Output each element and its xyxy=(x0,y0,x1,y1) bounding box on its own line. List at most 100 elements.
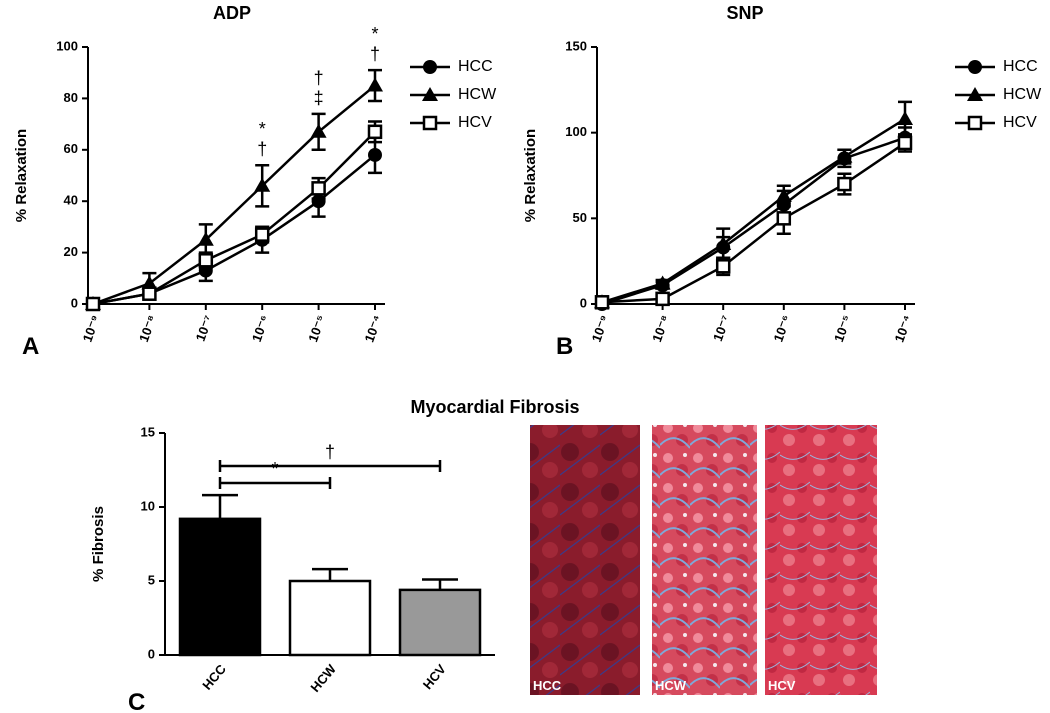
marker xyxy=(422,115,438,131)
annotation: † xyxy=(370,44,380,64)
panel-letter: A xyxy=(22,333,39,360)
histology-image xyxy=(765,425,877,695)
marker xyxy=(715,259,731,274)
series-line xyxy=(601,136,906,306)
bar xyxy=(178,517,262,657)
panel-letter: B xyxy=(556,333,573,360)
legend-label: HCW xyxy=(1003,86,1042,103)
marker xyxy=(654,275,671,290)
marker xyxy=(594,295,610,310)
x-tick-label: HCV xyxy=(420,661,449,692)
marker xyxy=(968,60,982,74)
comparison-bracket xyxy=(218,460,442,472)
marker xyxy=(715,236,732,251)
error-bar xyxy=(312,567,348,581)
series-line xyxy=(601,117,906,304)
marker xyxy=(967,115,983,131)
panel-letter: C xyxy=(128,689,145,713)
x-tick-label: 10⁻⁴ xyxy=(891,313,915,344)
marker xyxy=(837,176,852,192)
marker xyxy=(368,147,382,162)
annotation: * xyxy=(259,119,266,139)
x-tick-label: 10⁻⁶ xyxy=(249,313,272,344)
marker xyxy=(141,275,158,290)
x-tick-label: 10⁻⁵ xyxy=(831,313,854,344)
legend-label: HCV xyxy=(458,114,492,131)
histology-image xyxy=(530,425,640,695)
y-tick-label: 150 xyxy=(565,38,587,53)
y-tick-label: 20 xyxy=(64,244,78,259)
x-tick-label: 10⁻⁷ xyxy=(710,313,733,343)
legend-label: HCC xyxy=(1003,58,1038,75)
x-tick-label: 10⁻⁶ xyxy=(770,313,793,344)
y-axis-label: % Relaxation xyxy=(522,129,539,222)
y-axis-label: % Fibrosis xyxy=(90,506,107,582)
x-tick-label: HCW xyxy=(307,661,339,695)
marker xyxy=(367,124,383,140)
comparison-label: † xyxy=(325,442,335,462)
x-tick-label: 10⁻⁹ xyxy=(80,313,104,344)
marker xyxy=(897,110,913,125)
y-tick-label: 15 xyxy=(141,424,155,439)
x-tick-label: 10⁻⁴ xyxy=(361,313,385,344)
y-tick-label: 40 xyxy=(64,193,78,208)
marker xyxy=(836,148,853,163)
y-tick-label: 10 xyxy=(141,498,155,513)
x-tick-label: 10⁻⁷ xyxy=(193,313,216,343)
y-tick-label: 50 xyxy=(573,210,587,225)
chart-title: ADP xyxy=(213,3,251,23)
marker xyxy=(254,177,271,192)
error-bar xyxy=(202,493,238,519)
marker xyxy=(85,296,101,312)
marker xyxy=(310,123,327,138)
comparison-bracket xyxy=(218,477,332,489)
marker xyxy=(423,60,437,74)
series-line xyxy=(92,153,376,306)
annotation: † xyxy=(257,139,267,159)
marker xyxy=(367,77,383,92)
image-label: HCW xyxy=(655,678,687,693)
marker xyxy=(311,181,326,196)
y-tick-label: 60 xyxy=(64,141,78,156)
y-tick-label: 0 xyxy=(71,295,78,310)
chart-title: SNP xyxy=(726,3,763,23)
legend-label: HCV xyxy=(1003,114,1037,131)
histology-image xyxy=(652,425,757,695)
marker xyxy=(198,253,214,268)
annotation: ‡ xyxy=(314,88,324,108)
y-tick-label: 100 xyxy=(56,38,78,53)
x-tick-label: 10⁻⁵ xyxy=(305,313,328,344)
error-bar xyxy=(422,578,458,590)
bar xyxy=(288,579,372,657)
y-tick-label: 0 xyxy=(580,295,587,310)
y-tick-label: 0 xyxy=(148,646,155,661)
chart-title: Myocardial Fibrosis xyxy=(410,397,579,417)
legend-label: HCC xyxy=(458,58,493,75)
series-line xyxy=(601,141,906,304)
annotation: * xyxy=(371,24,378,44)
y-tick-label: 100 xyxy=(565,124,587,139)
y-axis-label: % Relaxation xyxy=(13,129,30,222)
annotation: † xyxy=(314,68,324,88)
marker xyxy=(775,188,792,203)
marker xyxy=(655,291,670,307)
image-label: HCV xyxy=(768,678,796,693)
series-line xyxy=(92,84,376,306)
series-line xyxy=(92,130,376,306)
marker xyxy=(422,87,438,101)
bar xyxy=(398,588,482,657)
x-tick-label: 10⁻⁸ xyxy=(136,313,159,344)
marker xyxy=(776,211,792,226)
marker xyxy=(197,231,214,246)
marker xyxy=(142,286,157,301)
legend-label: HCW xyxy=(458,86,497,103)
image-label: HCC xyxy=(533,678,562,693)
y-tick-label: 5 xyxy=(148,572,155,587)
marker xyxy=(967,87,983,101)
x-tick-label: HCC xyxy=(199,661,229,693)
x-tick-label: 10⁻⁸ xyxy=(649,313,672,344)
marker xyxy=(897,135,913,151)
y-tick-label: 80 xyxy=(64,90,78,105)
comparison-label: * xyxy=(271,459,278,479)
